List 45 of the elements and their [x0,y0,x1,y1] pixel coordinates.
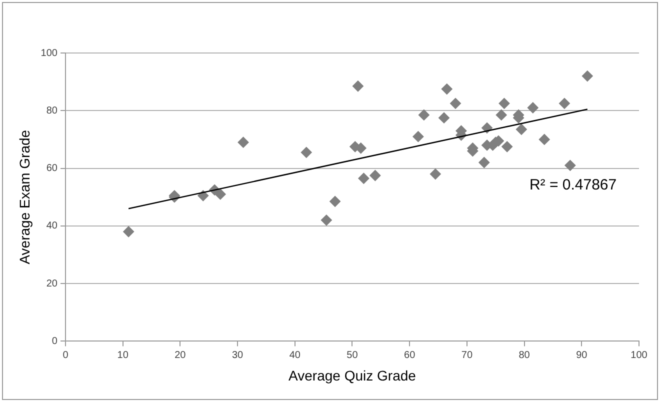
x-tick-label: 10 [117,350,129,361]
point [564,160,576,171]
x-tick-label: 0 [62,350,69,361]
point [496,109,507,120]
y-tick-label: 20 [46,278,58,290]
point [516,124,527,135]
x-tick-label: 80 [518,350,530,361]
point [412,131,424,142]
point [478,157,490,168]
point [527,102,538,114]
point [123,226,134,238]
point [330,196,341,207]
y-tick-label: 60 [46,163,58,174]
x-tick-label: 30 [232,350,244,361]
point [352,80,364,92]
point [300,146,312,158]
point [450,98,461,109]
point [358,172,370,184]
point [430,168,441,180]
point [438,112,450,124]
y-axis-title: Average Exam Grade [16,130,32,264]
y-tick-label: 80 [46,105,58,116]
point [320,214,332,226]
point [538,134,550,145]
x-tick-label: 70 [461,350,473,361]
y-tick-label: 100 [40,48,58,59]
point [214,188,226,200]
point [582,70,593,82]
point [238,136,249,148]
x-axis-title: Average Quiz Grade [288,367,416,384]
point [498,98,510,109]
point [558,98,570,109]
x-tick-label: 60 [404,350,416,361]
x-tick-label: 90 [576,350,588,361]
point [441,84,452,95]
point [370,170,381,181]
annotation: R² = 0.47867 [529,176,617,194]
x-tick-label: 40 [289,350,301,361]
y-tick-label: 40 [46,220,58,232]
x-tick-label: 50 [346,350,358,361]
point [502,141,513,152]
y-tick-label: 0 [52,336,58,347]
x-tick-label: 20 [174,350,186,361]
point [418,109,430,120]
x-tick-label: 100 [630,350,648,361]
